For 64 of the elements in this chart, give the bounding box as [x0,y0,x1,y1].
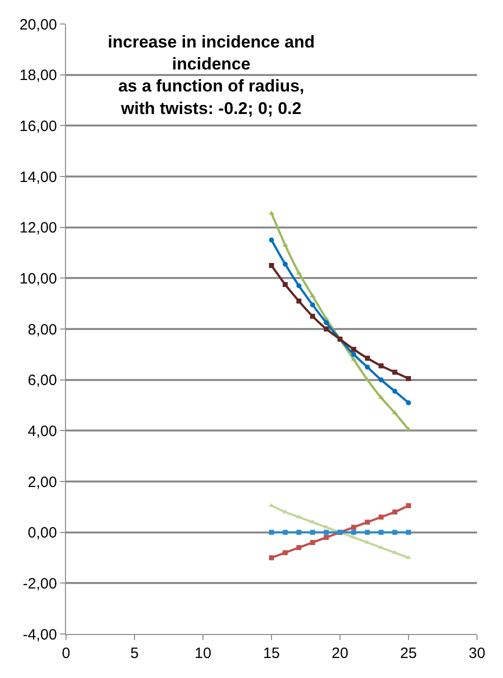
point [406,376,411,382]
point [378,530,384,535]
x-tick-label: 25 [400,645,417,662]
point [324,530,329,535]
y-tick-label: -2,00 [22,575,57,592]
point [406,400,411,406]
y-tick-label: 14,00 [19,168,57,186]
point [282,530,288,535]
x-tick-label: 0 [62,645,70,662]
point [351,524,356,530]
y-tick-label: 8,00 [28,321,57,338]
point [310,302,316,308]
point [310,530,316,535]
point [406,503,411,508]
point [351,530,356,535]
x-tick-label: 5 [130,645,139,662]
point [378,363,384,368]
point [406,426,412,431]
y-tick-label: 12,00 [19,220,57,237]
y-tick-label: 0,00 [28,524,57,542]
point [282,262,288,267]
y-tick-label: 18,00 [19,67,57,84]
y-tick-label: 4,00 [28,422,57,440]
point [269,238,274,243]
y-tick-label: 6,00 [28,372,57,390]
y-tick-label: 20,00 [19,16,57,34]
point [268,210,274,215]
point [378,514,384,520]
point [392,510,398,514]
point [378,377,384,382]
point [310,314,316,319]
point [269,530,274,535]
y-tick-label: 2,00 [28,474,57,491]
x-tick-label: 20 [332,645,348,662]
point [282,550,288,556]
point [364,364,370,370]
point [324,320,329,326]
point [269,262,274,268]
point [364,356,370,361]
point [269,555,274,560]
point [351,352,356,357]
x-tick-label: 30 [468,645,486,662]
y-tick-label: 16,00 [19,118,57,135]
point [310,540,316,545]
x-tick-label: 15 [263,645,280,662]
point [296,530,302,535]
x-tick-label: 10 [194,645,212,662]
point [364,530,370,535]
y-tick-label: 10,00 [19,270,57,288]
point [406,530,411,535]
point [296,545,302,550]
point [296,298,302,304]
point [296,283,302,288]
point [282,282,288,288]
point [351,346,356,352]
point [392,388,398,394]
point [364,520,370,525]
y-tick-label: -4,00 [22,626,57,644]
point [324,326,329,332]
point [392,530,398,535]
text: increase in incidence and incidence as a function of radius, with twists: -0.2; 0; 0.2 [108,32,315,118]
point [364,377,370,382]
point [392,370,398,375]
point [324,534,329,540]
